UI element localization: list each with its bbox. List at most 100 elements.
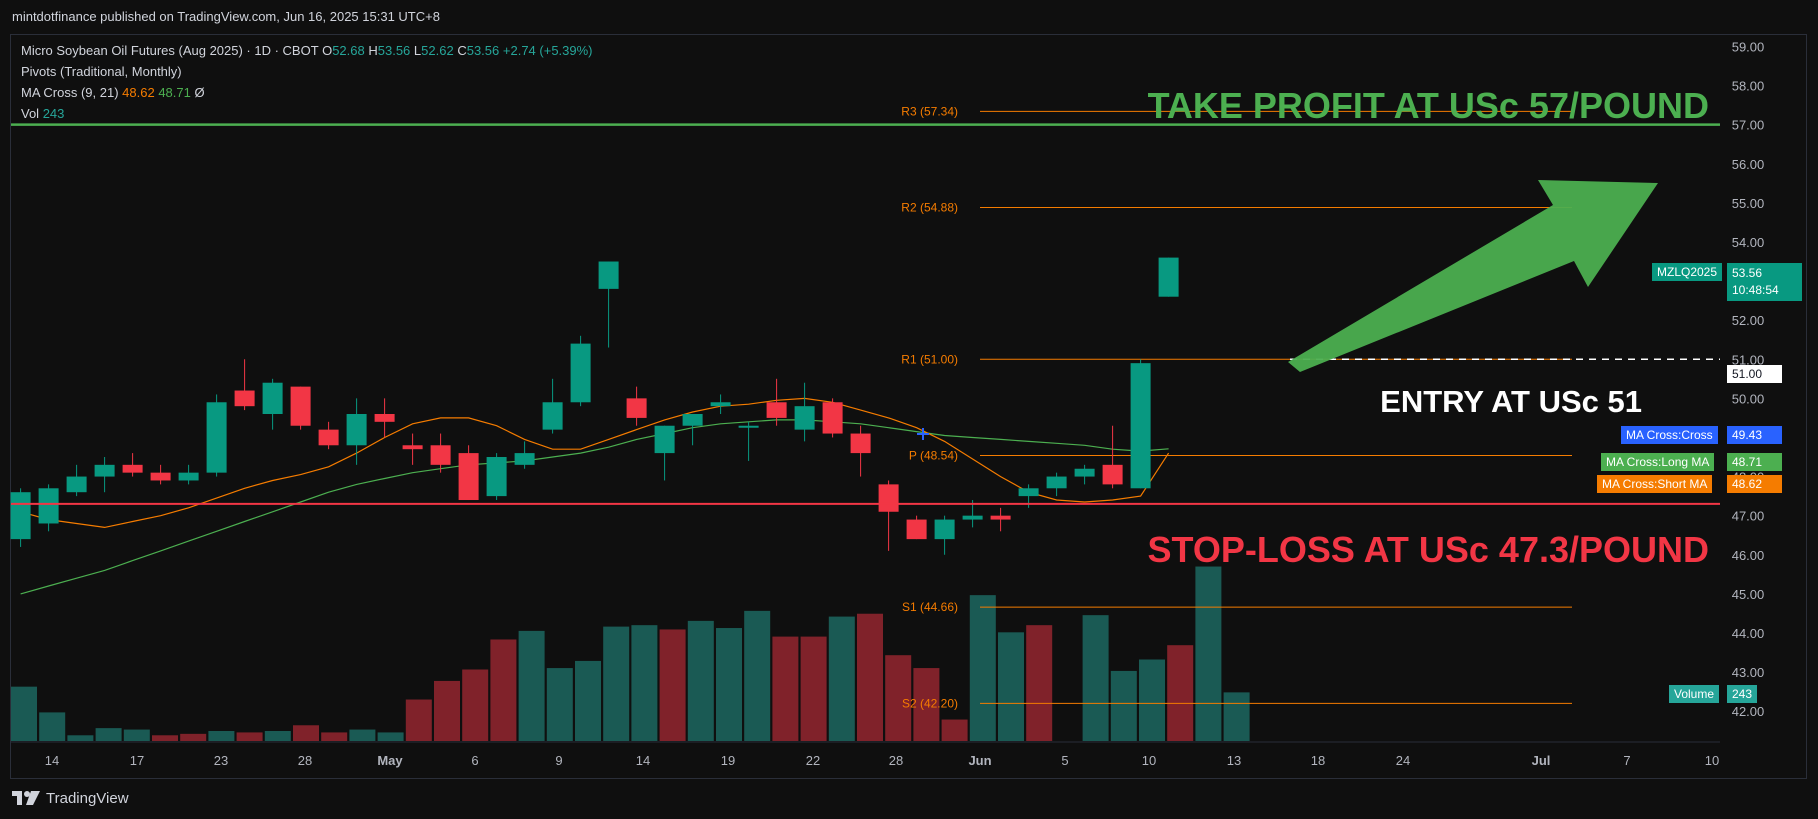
volume-bar — [462, 669, 489, 741]
publish-header: mintdotfinance published on TradingView.… — [0, 0, 1818, 34]
volume-bar — [998, 632, 1024, 741]
volume-bar — [716, 628, 742, 741]
symbol-row[interactable]: Micro Soybean Oil Futures (Aug 2025) · 1… — [21, 40, 593, 61]
candle-body — [458, 453, 479, 501]
x-tick-label: 28 — [298, 753, 312, 768]
ma-cross-value-tag: 49.43 — [1727, 426, 1782, 444]
candle-body — [150, 472, 171, 481]
candle-body — [1158, 257, 1179, 297]
candle-body — [262, 382, 283, 414]
volume-bar — [264, 730, 291, 741]
vol-value: 243 — [42, 106, 65, 121]
candle-body — [430, 445, 451, 465]
tradingview-brand: TradingView — [46, 789, 129, 807]
x-tick-label: May — [377, 753, 403, 768]
tradingview-footer[interactable]: TradingView — [12, 786, 129, 810]
candle-body — [1046, 476, 1067, 489]
candle-body — [402, 445, 423, 450]
tradingview-logo-icon — [12, 791, 40, 805]
volume-bar — [800, 636, 827, 741]
projection-arrow — [1288, 180, 1658, 372]
vol-row[interactable]: Vol 243 — [21, 103, 593, 124]
candle-body — [598, 261, 619, 289]
pivots-row[interactable]: Pivots (Traditional, Monthly) — [21, 61, 593, 82]
y-tick-label: 42.00 — [1732, 704, 1765, 719]
candle-body — [654, 425, 675, 454]
candle-body — [682, 414, 703, 426]
candle-body — [794, 406, 815, 430]
volume-bar — [631, 625, 658, 741]
volume-bar — [518, 630, 545, 741]
x-tick-label: 24 — [1396, 753, 1410, 768]
volume-bar — [603, 626, 630, 741]
long-ma-line — [20, 419, 1169, 595]
take-profit-text: TAKE PROFIT AT USc 57/POUND — [1148, 85, 1709, 126]
chart-legend: Micro Soybean Oil Futures (Aug 2025) · 1… — [21, 40, 593, 124]
candle-body — [990, 515, 1011, 520]
ma-long-tag: MA Cross:Long MA — [1601, 453, 1715, 471]
candle-body — [850, 433, 871, 454]
ma-cross-tag: MA Cross:Cross — [1621, 426, 1718, 444]
candle-body — [766, 402, 787, 418]
ma-short-value-tag: 48.62 — [1727, 475, 1782, 493]
x-tick-label: 10 — [1705, 753, 1719, 768]
volume-bar — [969, 595, 996, 741]
x-tick-label: 22 — [806, 753, 820, 768]
ma-long-value-tag: 48.71 — [1727, 453, 1782, 471]
volume-pane — [11, 566, 1250, 741]
volume-bar — [405, 699, 432, 741]
candle-body — [374, 414, 395, 422]
candle-body — [486, 457, 507, 497]
volume-bar — [772, 636, 799, 741]
pivot-label-r2: R2 (54.88) — [901, 201, 958, 215]
volume-bar — [575, 660, 601, 741]
y-tick-label: 45.00 — [1732, 587, 1765, 602]
y-tick-label: 54.00 — [1732, 235, 1765, 250]
volume-bar — [321, 732, 348, 741]
x-tick-label: 7 — [1623, 753, 1630, 768]
ohlc-open: O52.68 — [322, 43, 365, 58]
pivot-levels: R3 (57.34) R2 (54.88) R1 (51.00) P (48.54) S… — [901, 104, 1572, 710]
volume-bar — [95, 728, 122, 741]
ma-short-value: 48.62 — [122, 85, 155, 100]
x-tick-label: Jun — [968, 753, 991, 768]
candles — [10, 257, 1179, 555]
candle-body — [710, 402, 731, 407]
volume-bar — [885, 655, 912, 741]
candle-body — [1102, 464, 1123, 485]
volume-bar — [941, 719, 968, 741]
candle-body — [346, 414, 367, 446]
volume-bar — [11, 686, 37, 741]
volume-tag: Volume — [1669, 685, 1720, 703]
last-price-tag: 53.56 10:48:54 — [1727, 263, 1802, 301]
y-tick-label: 51.00 — [1732, 352, 1765, 367]
volume-value-tag: 243 — [1727, 685, 1758, 703]
volume-bar — [123, 729, 150, 741]
publish-text: mintdotfinance published on TradingView.… — [12, 9, 440, 24]
y-tick-label: 47.00 — [1732, 509, 1765, 524]
volume-bar — [828, 616, 855, 741]
x-tick-label: 14 — [636, 753, 650, 768]
candle-body — [38, 488, 59, 524]
volume-bar — [857, 613, 883, 741]
y-tick-label: 57.00 — [1732, 118, 1765, 133]
volume-bar — [377, 732, 404, 741]
last-price: 53.56 — [1732, 266, 1763, 280]
ohlc-low: L52.62 — [413, 43, 454, 58]
candle-body — [10, 492, 31, 540]
x-tick-label: 19 — [721, 753, 735, 768]
vol-label: Vol — [21, 106, 40, 121]
ma-row[interactable]: MA Cross (9, 21) 48.62 48.71 Ø — [21, 82, 593, 103]
volume-bar — [180, 733, 207, 741]
moving-averages — [20, 397, 1170, 595]
bar-countdown: 10:48:54 — [1732, 283, 1779, 297]
ohlc-high: H53.56 — [368, 43, 411, 58]
volume-bar — [1195, 566, 1222, 741]
volume-bar — [349, 729, 376, 741]
pivot-label-r3: R3 (57.34) — [901, 104, 958, 118]
volume-bar — [490, 639, 517, 741]
ohlc-change: +2.74 (+5.39%) — [502, 43, 593, 58]
x-tick-label: 9 — [555, 753, 562, 768]
cross-marker-icon — [917, 428, 929, 440]
